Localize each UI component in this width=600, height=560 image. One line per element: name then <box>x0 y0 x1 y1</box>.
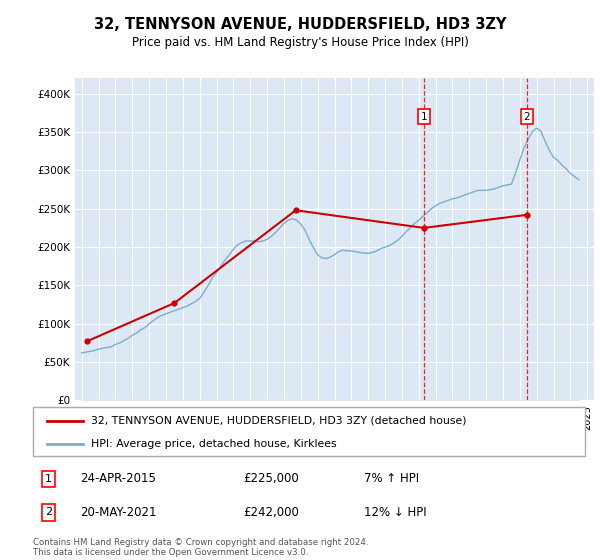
Text: HPI: Average price, detached house, Kirklees: HPI: Average price, detached house, Kirk… <box>91 439 337 449</box>
Text: 32, TENNYSON AVENUE, HUDDERSFIELD, HD3 3ZY: 32, TENNYSON AVENUE, HUDDERSFIELD, HD3 3… <box>94 17 506 32</box>
Text: 12% ↓ HPI: 12% ↓ HPI <box>364 506 427 519</box>
Text: Contains HM Land Registry data © Crown copyright and database right 2024.
This d: Contains HM Land Registry data © Crown c… <box>33 538 368 557</box>
Text: 7% ↑ HPI: 7% ↑ HPI <box>364 473 419 486</box>
FancyBboxPatch shape <box>33 407 585 456</box>
Text: £225,000: £225,000 <box>243 473 299 486</box>
Text: 2: 2 <box>523 112 530 122</box>
Text: 1: 1 <box>45 474 52 484</box>
Text: 20-MAY-2021: 20-MAY-2021 <box>80 506 157 519</box>
Text: 32, TENNYSON AVENUE, HUDDERSFIELD, HD3 3ZY (detached house): 32, TENNYSON AVENUE, HUDDERSFIELD, HD3 3… <box>91 416 466 426</box>
Text: Price paid vs. HM Land Registry's House Price Index (HPI): Price paid vs. HM Land Registry's House … <box>131 36 469 49</box>
Text: 1: 1 <box>421 112 427 122</box>
Text: £242,000: £242,000 <box>243 506 299 519</box>
Text: 2: 2 <box>45 507 52 517</box>
Text: 24-APR-2015: 24-APR-2015 <box>80 473 156 486</box>
